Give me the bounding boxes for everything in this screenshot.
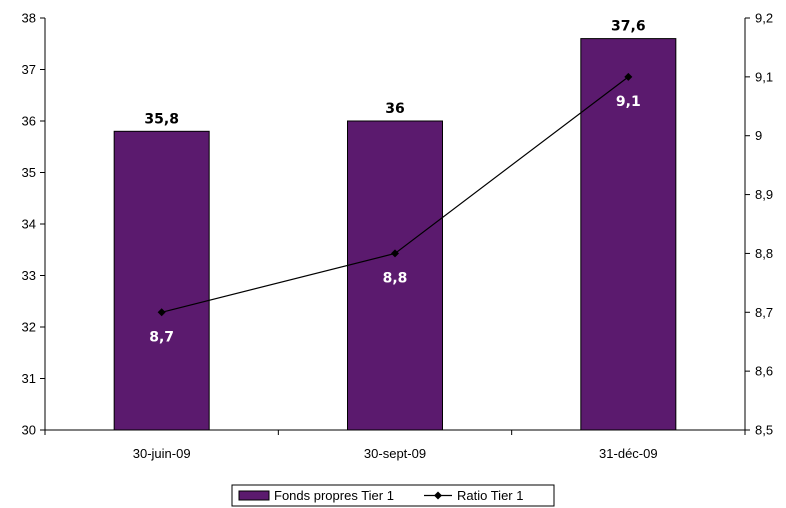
y-left-tick-label: 36 (22, 114, 36, 129)
bar-data-label: 35,8 (144, 111, 179, 127)
y-right-tick-label: 8,5 (755, 423, 773, 438)
y-right-tick-label: 9,1 (755, 69, 773, 84)
y-left-tick-label: 38 (22, 11, 36, 26)
line-data-label: 9,1 (616, 94, 641, 110)
y-left-tick-label: 30 (22, 423, 36, 438)
line-data-label: 8,8 (383, 270, 408, 286)
y-left-tick-label: 33 (22, 268, 36, 283)
y-left-tick-label: 34 (22, 217, 36, 232)
bar (580, 38, 677, 431)
line-point (624, 72, 633, 81)
bar (347, 120, 443, 431)
line-point (157, 308, 166, 317)
y-left-tick-label: 35 (22, 165, 36, 180)
bar-data-label: 36 (385, 101, 404, 117)
y-right-tick-label: 8,7 (755, 305, 773, 320)
legend-swatch-bar (238, 490, 270, 501)
line-data-label: 8,7 (149, 329, 174, 345)
y-right-tick-label: 8,9 (755, 187, 773, 202)
y-right-tick-label: 8,8 (755, 246, 773, 261)
legend-box (231, 484, 555, 507)
legend-label-line: Ratio Tier 1 (457, 488, 523, 503)
legend-swatch-marker (434, 491, 442, 500)
x-tick-label: 30-sept-09 (364, 446, 426, 461)
y-right-tick-label: 8,6 (755, 364, 773, 379)
y-right-tick-label: 9,2 (755, 11, 773, 26)
x-tick-label: 31-déc-09 (599, 446, 658, 461)
y-left-tick-label: 37 (22, 62, 36, 77)
legend-label-bar: Fonds propres Tier 1 (274, 488, 394, 503)
y-right-tick-label: 9 (755, 128, 762, 143)
bar-data-label: 37,6 (611, 19, 646, 35)
line-point (391, 249, 399, 258)
bar (113, 130, 210, 431)
y-left-tick-label: 31 (22, 371, 36, 386)
x-tick-label: 30-juin-09 (133, 446, 191, 461)
y-left-tick-label: 32 (22, 320, 36, 335)
